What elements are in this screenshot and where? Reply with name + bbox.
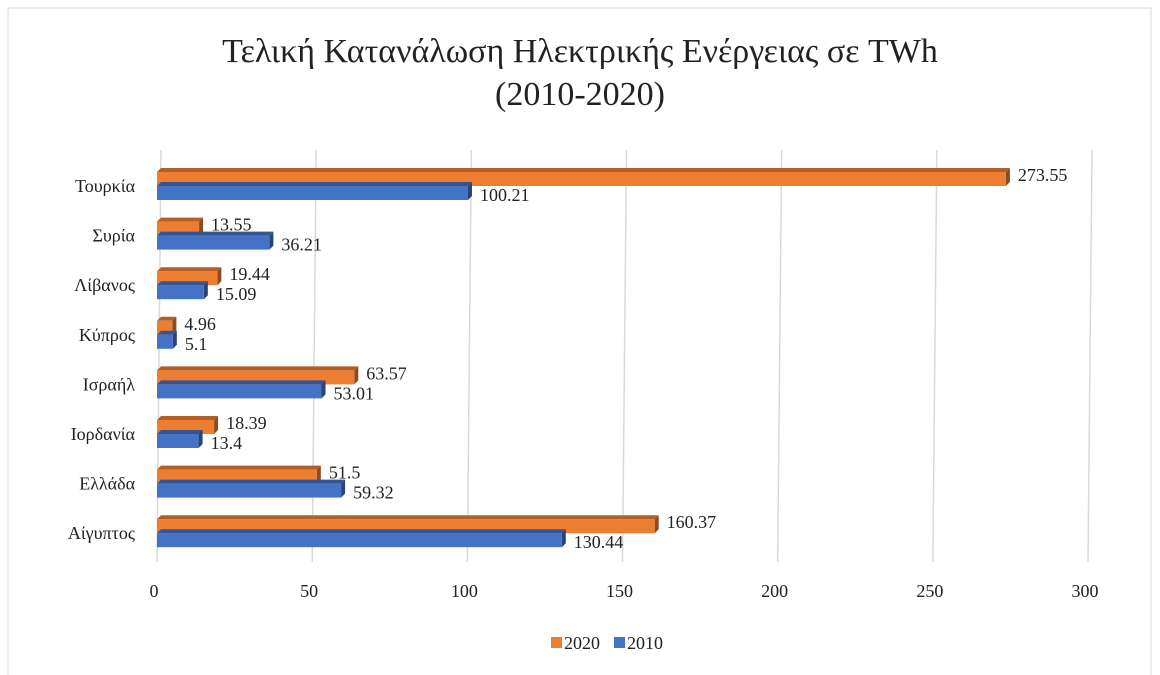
bar-side [316, 465, 321, 484]
x-tick-label: 150 [606, 581, 633, 601]
bar [157, 281, 208, 300]
bar-top [157, 529, 566, 534]
bar-top [157, 430, 203, 434]
x-tick-label: 100 [451, 581, 478, 601]
data-label: 63.57 [366, 363, 407, 383]
bar-side [1005, 168, 1010, 186]
bar [157, 330, 177, 349]
data-label: 18.39 [226, 413, 267, 433]
bar-front [157, 434, 199, 448]
y-tick-label: Λίβανος [74, 275, 135, 295]
bar-side [172, 316, 177, 335]
bar-top [157, 267, 222, 272]
data-label: 160.37 [667, 512, 717, 532]
bar-side [214, 416, 219, 434]
data-label: 100.21 [480, 185, 530, 205]
bar-top [157, 316, 177, 321]
bar-top [157, 281, 208, 286]
bar-top [157, 479, 346, 484]
legend-label: 2020 [564, 633, 600, 653]
bar-side [561, 529, 566, 548]
y-tick-label: Ελλάδα [79, 474, 135, 494]
data-label: 53.01 [334, 383, 375, 403]
bar-front [157, 533, 562, 548]
x-tick-label: 0 [150, 581, 159, 601]
bar-front [157, 285, 204, 300]
bar-top [157, 217, 204, 222]
legend-swatch [551, 637, 562, 648]
x-tick-label: 200 [761, 581, 788, 601]
bar-top [157, 182, 472, 186]
bar-side [321, 380, 326, 399]
bar [157, 380, 326, 399]
data-label: 13.55 [211, 215, 252, 235]
x-tick-label: 50 [300, 581, 318, 601]
bar-top [157, 168, 1010, 172]
data-label: 15.09 [216, 284, 256, 304]
bar-side [269, 231, 274, 250]
bar-side [217, 267, 222, 286]
bar-front [157, 384, 322, 399]
bar [157, 479, 346, 498]
bar-top [157, 366, 359, 371]
grid-line [1087, 149, 1093, 563]
legend-label: 2010 [627, 633, 663, 653]
bar-side [198, 430, 203, 448]
data-label: 13.4 [211, 433, 243, 453]
grid-line [776, 149, 783, 563]
legend-swatch [614, 637, 625, 648]
data-label: 51.5 [329, 463, 361, 483]
bar-top [157, 416, 219, 420]
bar-top [157, 231, 274, 236]
bar [157, 231, 274, 250]
data-label: 36.21 [281, 235, 322, 255]
y-tick-label: Κύπρος [79, 325, 135, 345]
bar-top [157, 380, 326, 385]
data-label: 130.44 [574, 532, 624, 552]
bar [157, 430, 203, 448]
bar-side [654, 515, 659, 534]
bar-top [157, 515, 659, 520]
bar-top [157, 465, 321, 470]
y-tick-label: Τουρκία [75, 176, 136, 196]
bar-front [157, 235, 270, 250]
data-label: 273.55 [1018, 165, 1067, 185]
y-tick-label: Αίγυπτος [68, 523, 135, 543]
bar-side [199, 217, 204, 236]
y-tick-label: Ιορδανία [71, 424, 136, 444]
data-label: 4.96 [184, 314, 216, 334]
y-tick-label: Ισραήλ [83, 374, 136, 394]
bar [157, 529, 566, 548]
x-tick-label: 250 [916, 581, 943, 601]
bar-side [172, 330, 177, 349]
grid-line [932, 149, 938, 563]
bar-front [157, 334, 173, 349]
data-label: 19.44 [229, 264, 270, 284]
chart-title: Τελική Κατανάλωση Ηλεκτρικής Ενέργειας σ… [222, 33, 938, 113]
bar-side [341, 479, 346, 498]
x-tick-label: 300 [1072, 581, 1099, 601]
data-label: 5.1 [185, 334, 208, 354]
bar-side [203, 281, 208, 300]
bar [157, 182, 472, 200]
data-label: 59.32 [353, 483, 394, 503]
bar-front [157, 483, 342, 498]
bar-top [157, 330, 177, 335]
bar-side [354, 366, 359, 385]
bar-side [467, 182, 472, 200]
grid-line [621, 149, 628, 563]
y-tick-label: Συρία [92, 226, 135, 246]
grid-line [466, 149, 473, 563]
chart-border [7, 7, 1152, 675]
bar-front [157, 186, 468, 200]
